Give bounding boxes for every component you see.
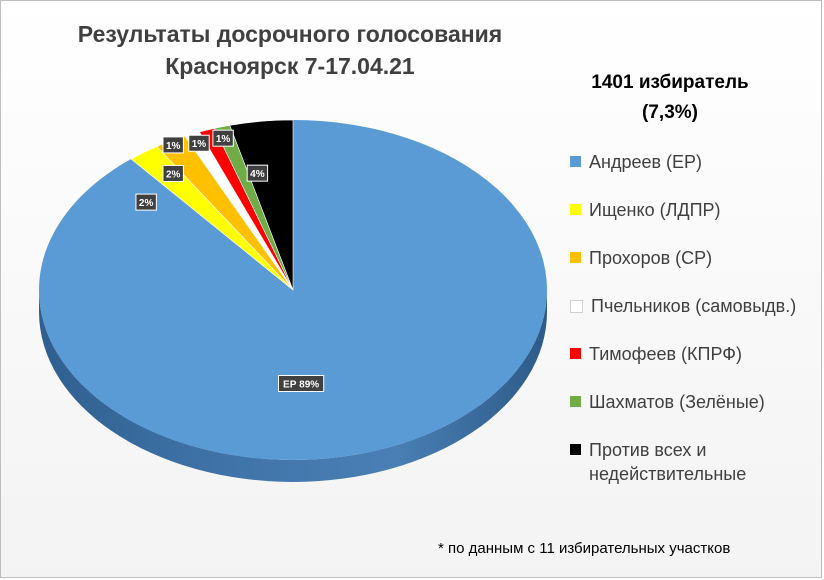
data-label-2: 2% — [162, 164, 184, 182]
legend-item-3: Пчельников (самовыдв.) — [570, 294, 821, 318]
svg-text:4%: 4% — [250, 169, 265, 180]
chart-title-line: Результаты досрочного голосования — [77, 21, 503, 47]
legend-swatch — [570, 444, 581, 455]
svg-text:ЕР 89%: ЕР 89% — [283, 380, 319, 391]
legend-swatch — [570, 252, 581, 263]
footnote: * по данным с 11 избирательных участков — [438, 540, 731, 557]
legend-item-6: Против всех и недействительные — [570, 438, 819, 486]
voters-summary: 1401 избиратель (7,3%) — [560, 68, 780, 128]
chart-title: Результаты досрочного голосования Красно… — [40, 18, 540, 82]
legend-label: Прохоров (СР) — [589, 248, 713, 268]
svg-text:1%: 1% — [166, 141, 181, 152]
data-label-4: 1% — [188, 134, 210, 152]
legend-swatch — [570, 396, 581, 407]
pie-slice-6 — [229, 119, 294, 291]
legend-swatch — [570, 300, 583, 313]
legend-label: Шахматов (Зелёные) — [589, 392, 765, 412]
data-label-1: 2% — [135, 193, 157, 211]
svg-text:2%: 2% — [139, 198, 154, 209]
legend-item-1: Ищенко (ЛДПР) — [570, 198, 819, 222]
svg-text:1%: 1% — [216, 134, 231, 145]
voters-percent: (7,3%) — [642, 102, 698, 123]
legend-label: Андреев (ЕР) — [589, 152, 703, 172]
chart-subtitle: Красноярск 7-17.04.21 — [165, 53, 415, 79]
legend-item-0: Андреев (ЕР) — [570, 150, 819, 174]
voters-count: 1401 избиратель — [591, 72, 749, 93]
data-label-3: 1% — [162, 136, 184, 154]
svg-text:2%: 2% — [166, 169, 181, 180]
legend-item-4: Тимофеев (КПРФ) — [570, 342, 819, 366]
legend-swatch — [570, 348, 581, 359]
legend-label: Тимофеев (КПРФ) — [589, 344, 742, 364]
svg-text:1%: 1% — [192, 139, 207, 150]
data-label-0: ЕР 89% — [278, 375, 325, 392]
data-label-5: 1% — [212, 129, 234, 147]
legend-label: Пчельников (самовыдв.) — [591, 296, 797, 316]
legend-item-2: Прохоров (СР) — [570, 246, 819, 270]
legend-swatch — [570, 204, 581, 215]
legend-item-5: Шахматов (Зелёные) — [570, 390, 819, 414]
legend-swatch — [570, 156, 581, 167]
legend-label: Против всех и недействительные — [589, 440, 747, 484]
legend-label: Ищенко (ЛДПР) — [589, 200, 721, 220]
data-label-6: 4% — [246, 164, 269, 182]
